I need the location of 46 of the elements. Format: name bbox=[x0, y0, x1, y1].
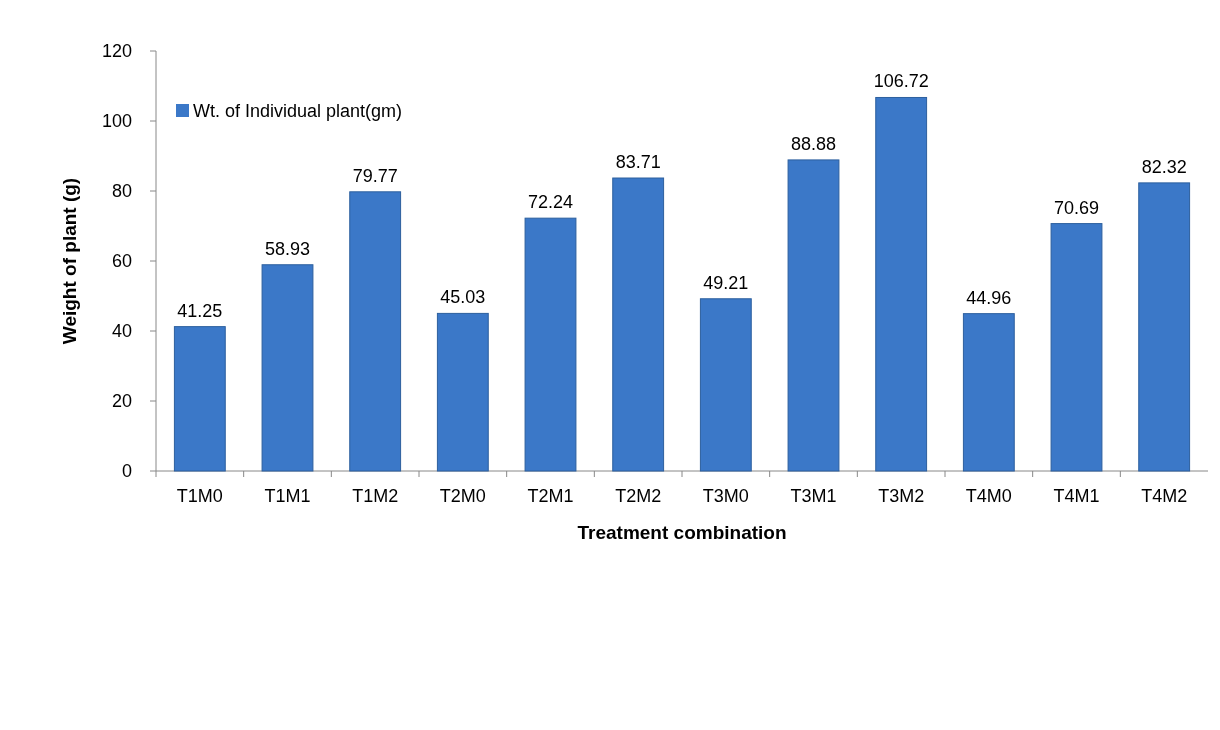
x-tick-label: T2M1 bbox=[527, 486, 574, 506]
data-label: 58.93 bbox=[264, 238, 311, 259]
data-label: 44.96 bbox=[966, 287, 1012, 308]
bar bbox=[1050, 223, 1103, 472]
bar bbox=[787, 159, 840, 472]
data-label: 79.77 bbox=[352, 165, 398, 186]
data-label: 70.69 bbox=[1053, 197, 1100, 218]
bar bbox=[349, 191, 402, 472]
data-label: 49.21 bbox=[703, 272, 749, 293]
y-tick-label: 120 bbox=[101, 41, 132, 62]
data-label: 41.25 bbox=[177, 300, 223, 321]
bar bbox=[612, 177, 665, 472]
data-label: 83.71 bbox=[615, 152, 661, 173]
x-tick-label: T4M0 bbox=[965, 486, 1012, 506]
x-tick-label: T1M1 bbox=[264, 486, 311, 506]
x-tick-label: T3M1 bbox=[790, 486, 837, 506]
x-tick-label: T2M0 bbox=[439, 486, 486, 506]
legend-label: Wt. of Individual plant(gm) bbox=[193, 101, 403, 122]
x-tick-label: T1M2 bbox=[352, 486, 399, 506]
bar bbox=[436, 312, 489, 472]
x-tick-label: T1M0 bbox=[176, 486, 223, 506]
y-tick-label: 0 bbox=[121, 461, 132, 482]
x-tick-label: T4M1 bbox=[1053, 486, 1100, 506]
data-label: 82.32 bbox=[1141, 156, 1187, 177]
y-tick-label: 60 bbox=[111, 251, 132, 272]
y-axis-title: Weight of plant (g) bbox=[59, 177, 80, 345]
data-label: 88.88 bbox=[790, 133, 837, 154]
bar bbox=[875, 96, 928, 472]
y-tick-label: 80 bbox=[111, 181, 132, 202]
data-label: 106.72 bbox=[873, 71, 929, 92]
x-tick-label: T2M2 bbox=[615, 486, 662, 506]
bar bbox=[962, 313, 1015, 472]
data-label: 45.03 bbox=[440, 287, 486, 308]
y-tick-label: 20 bbox=[111, 391, 132, 412]
x-tick-label: T3M0 bbox=[702, 486, 749, 506]
y-tick-label: 40 bbox=[111, 321, 132, 342]
x-axis-title: Treatment combination bbox=[577, 522, 787, 543]
bar bbox=[699, 298, 752, 472]
bar bbox=[524, 217, 577, 472]
y-tick-label: 100 bbox=[101, 111, 132, 132]
x-tick-label: T4M2 bbox=[1141, 486, 1188, 506]
data-label: 72.24 bbox=[527, 192, 574, 213]
bar bbox=[261, 264, 314, 472]
x-tick-label: T3M2 bbox=[878, 486, 925, 506]
bar bbox=[1138, 182, 1191, 472]
bar bbox=[173, 326, 226, 472]
